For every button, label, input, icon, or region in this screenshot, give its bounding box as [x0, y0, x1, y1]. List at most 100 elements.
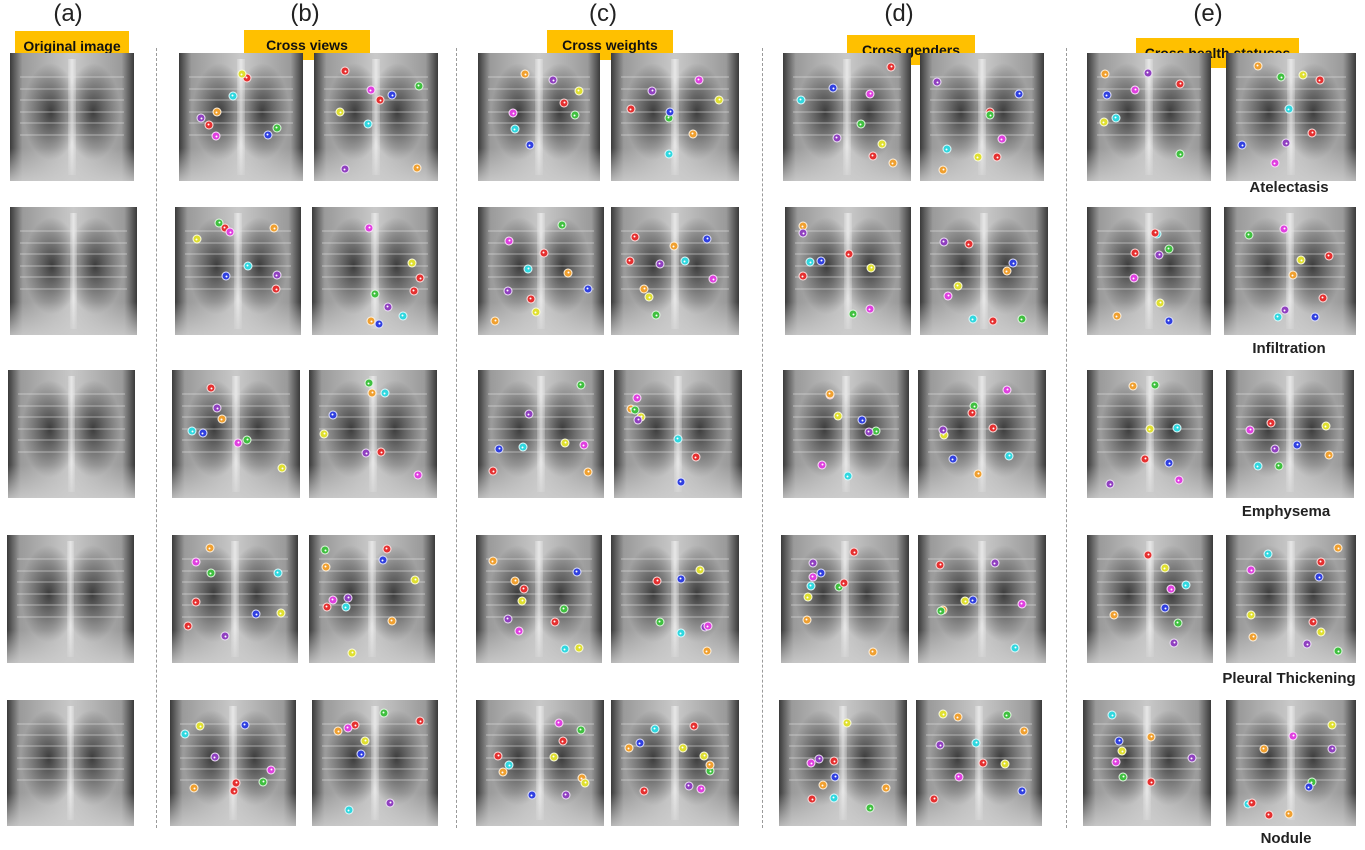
spine: [844, 213, 852, 329]
rib-line: [322, 734, 428, 737]
landmark-point: [1248, 632, 1258, 641]
rib-line: [319, 416, 427, 419]
landmark-point: [856, 119, 866, 129]
landmark-point: [387, 616, 397, 626]
landmark-point: [948, 454, 958, 464]
rib-line: [323, 76, 429, 79]
landmark-point: [985, 110, 995, 120]
rib-line: [1236, 122, 1346, 125]
rib-line: [1234, 241, 1346, 244]
landmark-point: [694, 75, 704, 85]
rib-line: [1096, 133, 1202, 136]
landmark-point: [498, 767, 508, 777]
spine: [535, 59, 543, 175]
rib-line: [621, 76, 729, 79]
landmark-point: [510, 576, 520, 585]
rib-line: [621, 264, 729, 267]
landmark-point: [205, 543, 215, 553]
rib-line: [188, 99, 294, 102]
landmark-point: [276, 608, 286, 618]
xray-image-row5-img8: [1083, 700, 1211, 826]
rib-line: [486, 592, 592, 595]
rib-line: [488, 450, 594, 453]
landmark-point: [1019, 726, 1029, 736]
rib-line: [621, 110, 729, 113]
abdomen-shadow: [1087, 301, 1211, 335]
landmark-point: [973, 152, 983, 162]
abdomen-shadow: [1226, 464, 1354, 498]
landmark-point: [1175, 149, 1185, 159]
rib-line: [20, 241, 127, 244]
rib-line: [20, 276, 127, 279]
abdomen-shadow: [179, 147, 303, 181]
landmark-point: [651, 310, 661, 320]
rib-line: [624, 416, 732, 419]
landmark-point: [1002, 266, 1012, 276]
rib-line: [926, 734, 1032, 737]
rib-line: [323, 87, 429, 90]
rib-line: [791, 558, 899, 561]
abdomen-shadow: [918, 629, 1046, 663]
landmark-point: [524, 409, 534, 419]
spine: [1143, 706, 1151, 820]
landmark-point: [364, 223, 374, 233]
landmark-point: [1114, 736, 1124, 746]
rib-line: [1234, 253, 1346, 256]
landmark-point: [1143, 550, 1153, 560]
xray-image-row4-img8: [1087, 535, 1213, 663]
rib-line: [926, 768, 1032, 771]
landmark-point: [1129, 273, 1138, 283]
rib-line: [319, 569, 425, 572]
landmark-point: [510, 124, 520, 134]
rib-line: [319, 439, 427, 442]
landmark-point: [414, 81, 424, 91]
xray-image-row3-img4: [478, 370, 604, 498]
rib-line: [17, 581, 124, 584]
rib-line: [182, 450, 290, 453]
landmark-point: [1002, 710, 1012, 720]
rib-line: [1096, 87, 1202, 90]
landmark-point: [367, 388, 377, 398]
landmark-point: [936, 606, 946, 616]
landmark-point: [844, 249, 854, 259]
disease-label-nodule: Nodule: [1260, 830, 1312, 847]
disease-label-emphysema: Emphysema: [1241, 503, 1331, 520]
landmark-point: [990, 558, 1000, 568]
rib-line: [1097, 569, 1203, 572]
landmark-point: [988, 316, 998, 326]
abdomen-shadow: [781, 629, 909, 663]
landmark-point: [517, 596, 527, 606]
spine: [980, 213, 988, 329]
rib-line: [928, 581, 1036, 584]
landmark-point: [548, 75, 558, 85]
rib-line: [926, 756, 1032, 759]
landmark-point: [1292, 440, 1302, 450]
landmark-point: [830, 772, 840, 782]
rib-line: [323, 122, 429, 125]
rib-line: [789, 768, 897, 771]
landmark-point: [559, 604, 569, 614]
rib-line: [19, 87, 125, 90]
rib-line: [621, 779, 729, 782]
spine: [232, 376, 240, 492]
rib-line: [928, 404, 1036, 407]
landmark-point: [865, 304, 875, 314]
spine: [671, 213, 679, 329]
landmark-point: [954, 772, 964, 782]
rib-line: [18, 439, 125, 442]
spine: [1145, 59, 1153, 175]
landmark-point: [343, 593, 353, 603]
rib-line: [185, 253, 291, 256]
rib-line: [182, 404, 290, 407]
rib-line: [17, 592, 124, 595]
spine: [372, 59, 380, 175]
landmark-point: [361, 448, 371, 458]
landmark-point: [849, 547, 859, 557]
landmark-point: [817, 460, 827, 470]
rib-line: [1096, 276, 1202, 279]
landmark-point: [572, 567, 582, 577]
rib-line: [18, 450, 125, 453]
rib-line: [789, 745, 897, 748]
landmark-point: [953, 712, 963, 722]
rib-line: [180, 756, 286, 759]
